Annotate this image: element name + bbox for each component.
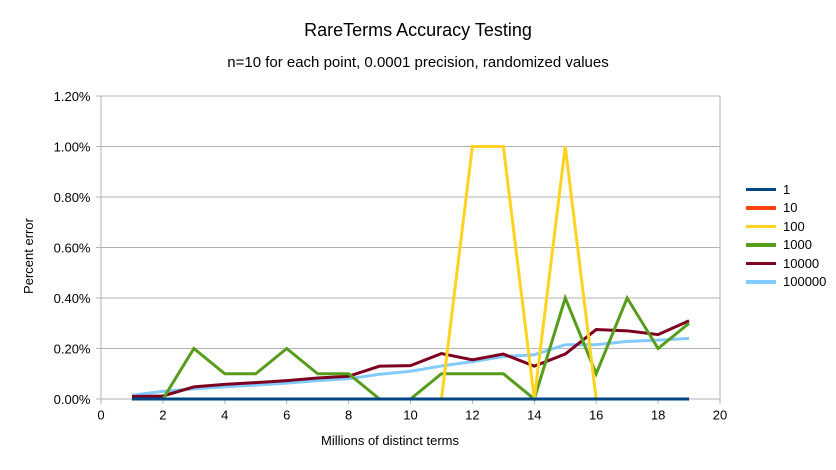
chart-title: RareTerms Accuracy Testing [304, 20, 532, 40]
x-tick-label: 6 [283, 408, 290, 423]
legend-label: 100 [783, 218, 805, 234]
x-tick-label: 14 [527, 408, 541, 423]
y-tick-label: 1.20% [54, 89, 91, 104]
x-tick-label: 12 [465, 408, 479, 423]
legend-label: 1 [783, 181, 791, 197]
x-axis-title: Millions of distinct terms [321, 433, 459, 448]
x-tick-label: 10 [403, 408, 417, 423]
legend-label: 10000 [783, 255, 820, 271]
y-tick-label: 0.00% [54, 392, 91, 407]
y-tick-label: 0.80% [54, 190, 91, 205]
series-line-100 [131, 145, 690, 401]
x-tick-label: 16 [589, 408, 603, 423]
legend-label: 10 [783, 200, 798, 216]
y-axis-title-text: Percent error [21, 218, 36, 294]
legend-item-10000: 10000 [746, 254, 826, 273]
legend-item-100: 100 [746, 217, 826, 236]
x-tick-label: 4 [221, 408, 228, 423]
legend-item-1: 1 [746, 180, 826, 199]
y-tick-label: 0.20% [54, 341, 91, 356]
legend-swatch-10000 [746, 261, 776, 265]
y-tick-label: 1.00% [54, 139, 91, 154]
legend-swatch-10 [746, 206, 776, 210]
legend-label: 1000 [783, 237, 812, 253]
legend-item-1000: 1000 [746, 236, 826, 255]
series-line-10000 [131, 319, 690, 398]
x-tick-label: 20 [713, 408, 727, 423]
x-tick-label: 2 [159, 408, 166, 423]
y-tick-label: 0.60% [54, 240, 91, 255]
x-tick-label: 8 [345, 408, 352, 423]
x-tick-label: 0 [97, 408, 104, 423]
chart-subtitle: n=10 for each point, 0.0001 precision, r… [227, 54, 609, 71]
legend-swatch-1 [746, 187, 776, 191]
legend-swatch-100 [746, 224, 776, 228]
legend: 1 10 100 1000 10000 100000 [746, 180, 826, 291]
legend-item-100000: 100000 [746, 273, 826, 292]
legend-swatch-100000 [746, 280, 776, 284]
legend-item-10: 10 [746, 199, 826, 218]
y-tick-label: 0.40% [54, 291, 91, 306]
legend-swatch-1000 [746, 243, 776, 247]
series-line-100000 [131, 336, 690, 397]
x-tick-label: 18 [651, 408, 665, 423]
legend-label: 100000 [783, 274, 827, 290]
